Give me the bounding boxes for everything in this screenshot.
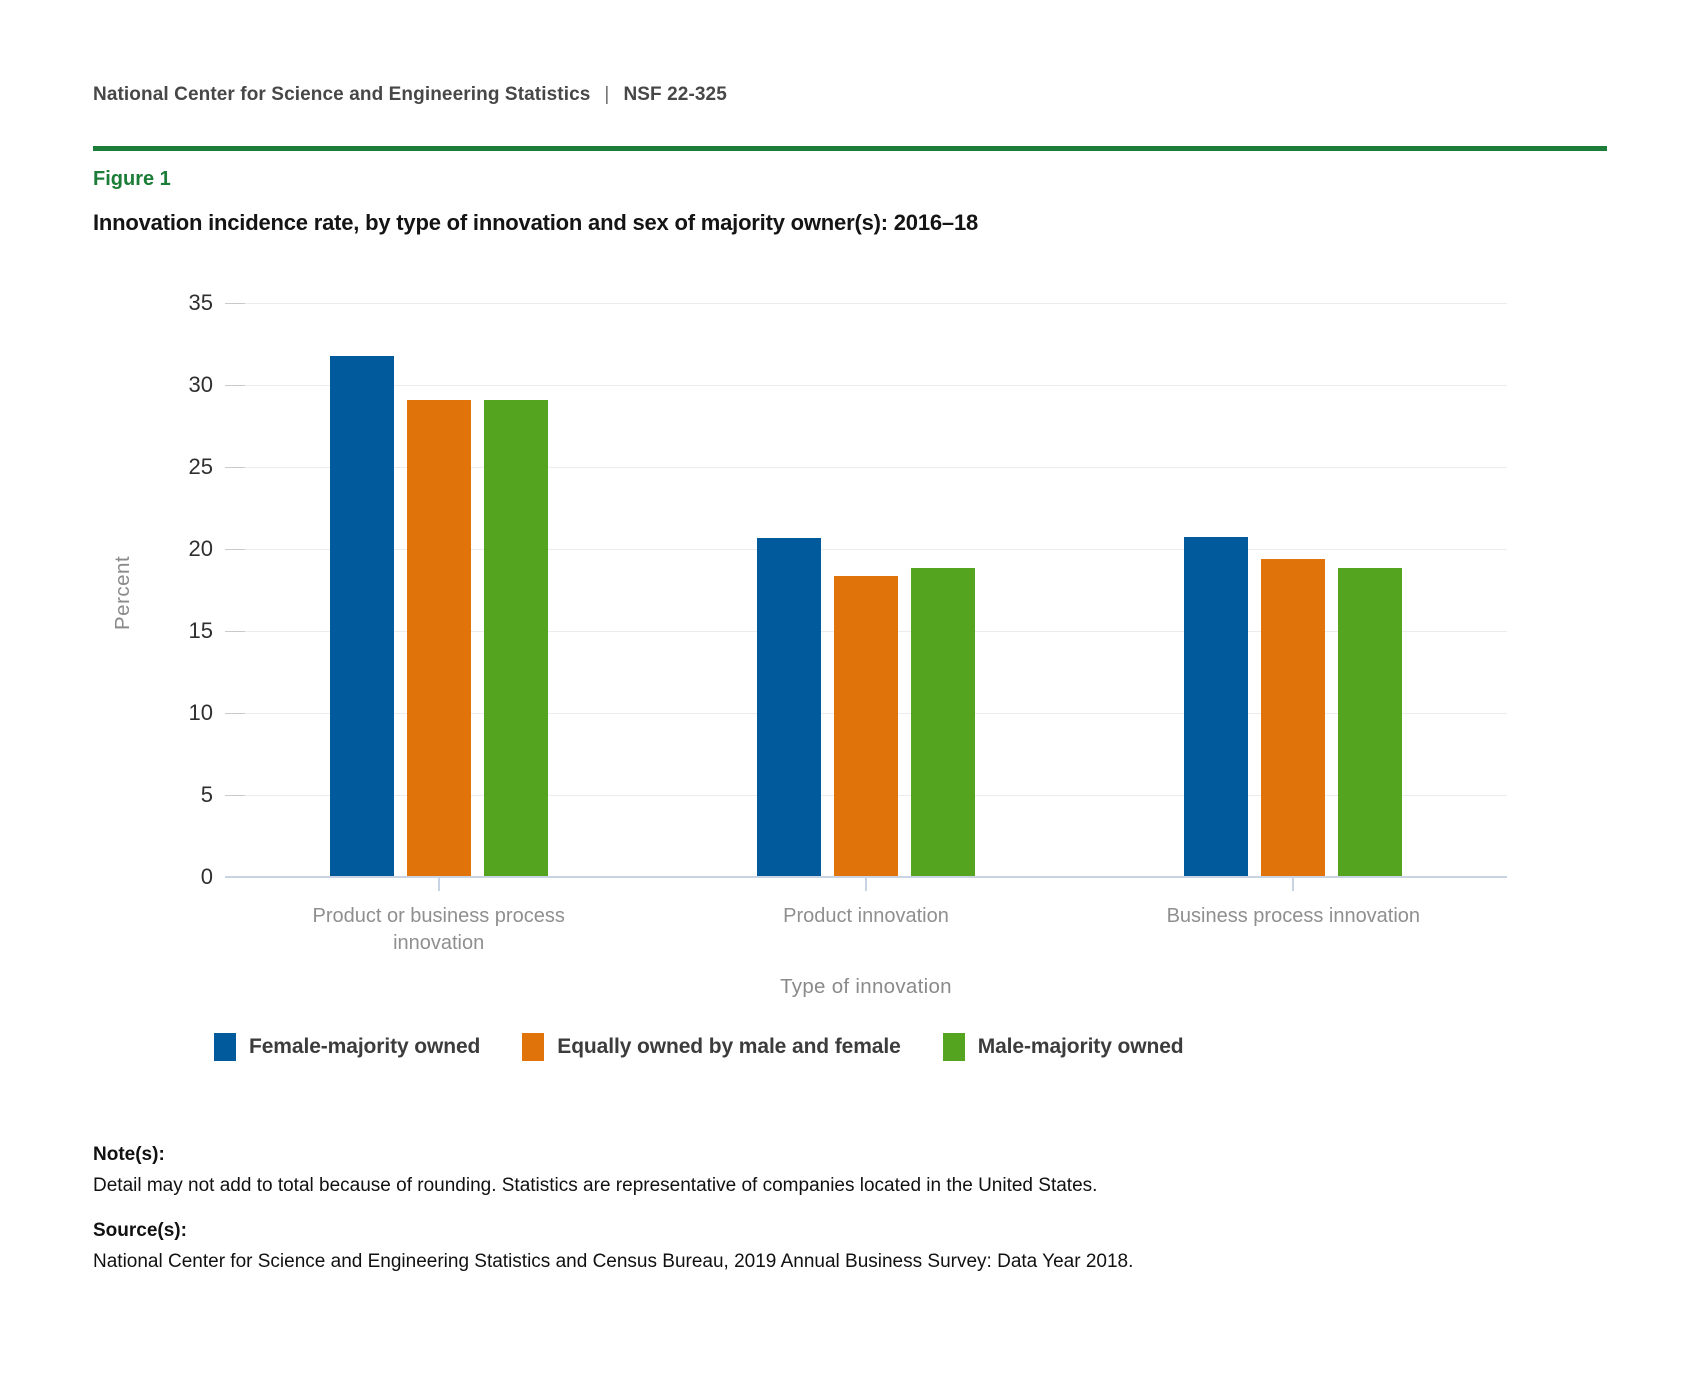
y-axis-tick-label: 5 xyxy=(200,782,213,807)
org-name: National Center for Science and Engineer… xyxy=(93,84,591,105)
x-axis-category-label: Product innovation xyxy=(783,905,949,927)
source-label: Source(s): xyxy=(93,1220,187,1241)
legend-label: Female-majority owned xyxy=(249,1035,481,1058)
y-axis-tick xyxy=(225,712,245,714)
legend-swatch-blue xyxy=(214,1033,236,1061)
legend-item: Male-majority owned xyxy=(942,1033,1184,1061)
y-axis-tick-label: 10 xyxy=(188,700,213,725)
bar-chart: 0 5 10 15 20 25 30 35 Product or business proces… xyxy=(189,270,1507,998)
gridline xyxy=(225,548,1507,550)
source-text: National Center for Science and Engineer… xyxy=(93,1251,1134,1272)
y-axis-title: Percent xyxy=(111,555,134,630)
bar xyxy=(834,575,898,876)
chart-legend: Female-majority owned Equally owned by m… xyxy=(214,1033,1184,1061)
bar xyxy=(329,356,394,876)
y-axis-tick xyxy=(225,384,245,386)
y-axis-tick xyxy=(225,548,245,550)
y-axis-tick xyxy=(225,630,245,632)
x-axis-category-label: Business process innovation xyxy=(1166,905,1421,927)
x-axis-title: Type of innovation xyxy=(780,975,952,998)
y-axis-tick-label: 0 xyxy=(200,864,213,889)
y-axis-tick xyxy=(225,794,245,796)
y-axis-tick xyxy=(225,302,245,304)
x-axis-category-label: Product or business process innovation xyxy=(312,905,565,954)
legend-swatch-orange xyxy=(522,1033,545,1061)
y-axis-tick-label: 25 xyxy=(188,454,213,479)
y-axis-tick-label: 35 xyxy=(188,290,213,315)
bar xyxy=(1261,559,1326,876)
chart-title: Innovation incidence rate, by type of in… xyxy=(93,210,979,235)
source-block: Source(s): National Center for Science a… xyxy=(93,1220,1613,1273)
notes-label: Note(s): xyxy=(93,1144,165,1165)
notes-block: Note(s): Detail may not add to total bec… xyxy=(93,1144,1613,1197)
x-axis-tick xyxy=(437,877,440,891)
legend-label: Equally owned by male and female xyxy=(557,1035,901,1058)
legend-label: Male-majority owned xyxy=(977,1035,1184,1058)
y-axis-tick-label: 30 xyxy=(188,372,213,397)
page-header: National Center for Science and Engineer… xyxy=(93,84,727,106)
bar xyxy=(483,400,548,876)
header-separator: | xyxy=(604,84,610,105)
bar xyxy=(757,538,821,876)
bar xyxy=(1184,536,1249,876)
gridline xyxy=(225,466,1507,468)
legend-item: Female-majority owned xyxy=(214,1033,480,1061)
y-axis-tick-label: 20 xyxy=(188,536,213,561)
x-axis-tick xyxy=(865,877,867,891)
gridline xyxy=(225,302,1507,304)
legend-swatch-green xyxy=(942,1033,965,1061)
legend-item: Equally owned by male and female xyxy=(522,1033,901,1061)
figure-label: Figure 1 xyxy=(93,168,171,190)
bar xyxy=(406,400,471,876)
y-axis-tick xyxy=(225,466,245,468)
notes-text: Detail may not add to total because of r… xyxy=(93,1175,1098,1196)
bar xyxy=(1338,567,1403,876)
gridline xyxy=(225,384,1507,386)
x-axis-tick xyxy=(1292,877,1295,891)
bar xyxy=(911,567,975,876)
accent-rule xyxy=(93,146,1607,151)
report-number: NSF 22-325 xyxy=(623,84,727,105)
y-axis-tick-label: 15 xyxy=(188,618,213,643)
